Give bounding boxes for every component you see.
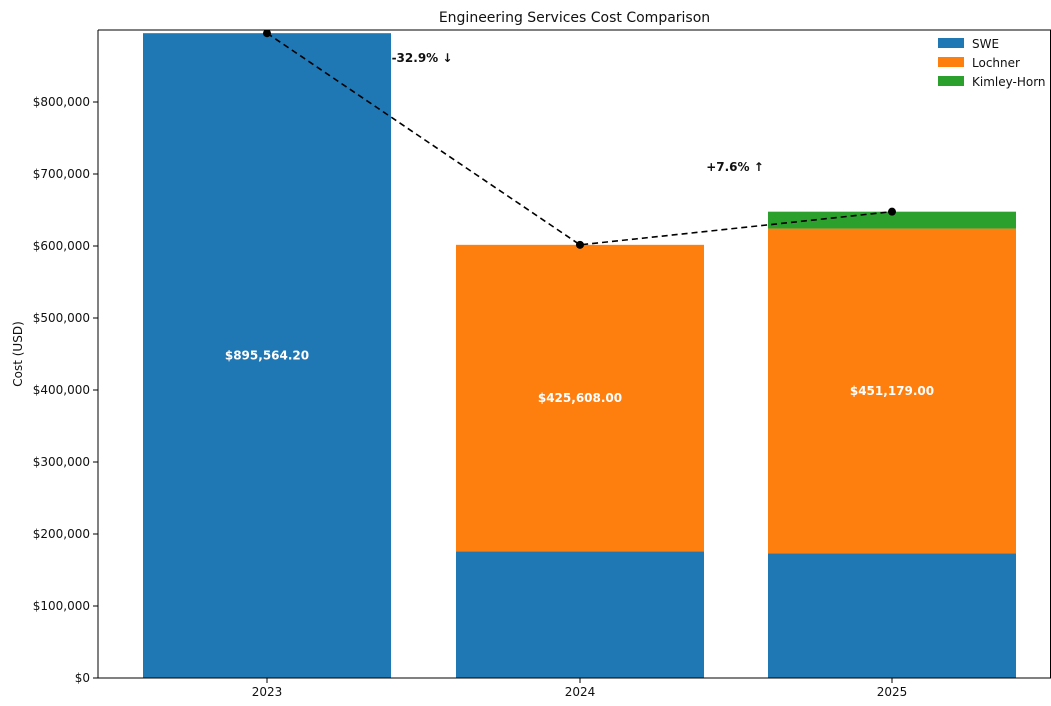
y-tick-label: $300,000	[33, 455, 90, 469]
y-axis-label: Cost (USD)	[11, 321, 25, 387]
y-tick-label: $100,000	[33, 599, 90, 613]
labels-layer: $895,564.20 $425,608.00 $451,179.00 -32.9% …	[225, 51, 934, 405]
trend-point-2024	[576, 240, 584, 249]
axes-layer: $0 $100,000 $200,000 $300,000 $400,000 $500,0…	[33, 95, 908, 699]
trend-point-2025	[888, 207, 896, 216]
y-tick-label: $500,000	[33, 311, 90, 325]
y-tick-label: $800,000	[33, 95, 90, 109]
percent-change-label: -32.9% ↓	[392, 51, 453, 65]
y-tick-label: $0	[75, 671, 90, 685]
legend: SWE Lochner Kimley-Horn	[938, 37, 1046, 89]
bar-swe-2025	[768, 553, 1016, 678]
legend-label: Kimley-Horn	[972, 75, 1046, 89]
bar-lochner-2024	[456, 244, 704, 552]
legend-label: SWE	[972, 37, 999, 51]
y-tick-label: $600,000	[33, 239, 90, 253]
bar-lochner-2025	[768, 228, 1016, 554]
x-tick-label: 2023	[252, 685, 283, 699]
y-tick-label: $200,000	[33, 527, 90, 541]
percent-change-label: +7.6% ↑	[706, 160, 764, 174]
bar-value-label: $451,179.00	[850, 384, 934, 398]
trend-line	[266, 32, 893, 246]
legend-swatch-swe	[938, 38, 964, 48]
legend-swatch-kimley-horn	[938, 76, 964, 86]
bar-value-label: $895,564.20	[225, 349, 309, 363]
y-tick-label: $700,000	[33, 167, 90, 181]
x-tick-label: 2025	[877, 685, 908, 699]
bars-layer	[143, 33, 1016, 678]
chart-title: Engineering Services Cost Comparison	[439, 10, 710, 26]
bar-kimley-horn-2025	[768, 211, 1016, 229]
x-tick-label: 2024	[565, 685, 596, 699]
legend-label: Lochner	[972, 56, 1020, 70]
bar-value-label: $425,608.00	[538, 391, 622, 405]
legend-swatch-lochner	[938, 57, 964, 67]
bar-swe-2023	[143, 33, 391, 678]
y-tick-label: $400,000	[33, 383, 90, 397]
trend-layer	[263, 30, 896, 249]
trend-point-2023	[263, 30, 271, 38]
bar-swe-2024	[456, 551, 704, 678]
